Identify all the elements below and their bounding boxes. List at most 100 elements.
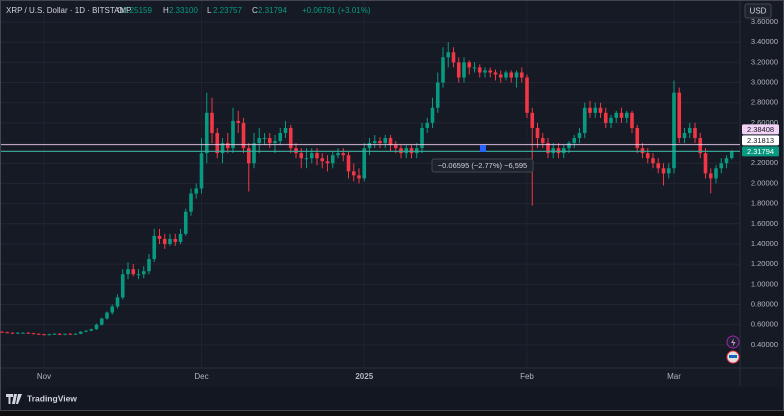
candle-body: [194, 188, 199, 194]
candle-body: [52, 333, 57, 335]
candle-body: [409, 148, 414, 154]
candle-body: [509, 72, 514, 78]
measure-box: [431, 158, 534, 173]
candle-body: [141, 271, 146, 275]
candle-body: [89, 329, 94, 331]
x-tick-label: Mar: [667, 372, 681, 381]
candle-body: [582, 107, 587, 133]
y-tick-label: 3.20000: [751, 57, 778, 66]
flag-stripe: [729, 355, 737, 358]
candle-body: [68, 333, 73, 335]
y-tick-label: 2.60000: [751, 118, 778, 127]
candle-body: [640, 148, 645, 154]
ohlc-value: 2.23757: [213, 6, 242, 15]
candle-body: [514, 72, 519, 78]
candle-body: [220, 143, 225, 154]
candle-body: [246, 148, 251, 164]
candle-body: [110, 306, 115, 313]
y-tick-label: 2.00000: [751, 178, 778, 187]
candle-body: [126, 269, 130, 275]
candle-body: [656, 163, 661, 169]
candle-body: [603, 112, 608, 123]
candle-body: [78, 331, 83, 334]
candle-body: [162, 238, 167, 244]
candle-body: [530, 112, 535, 128]
candle-body: [183, 211, 188, 234]
candle-body: [341, 153, 346, 156]
candle-body: [257, 138, 262, 144]
ohlc-key: H: [163, 6, 169, 15]
brand: TradingView: [27, 393, 77, 403]
candle-body: [472, 67, 477, 69]
y-tick-label: 3.60000: [751, 17, 778, 26]
candle-body: [99, 318, 104, 325]
candle-body: [714, 168, 718, 179]
candle-body: [136, 274, 141, 276]
candle-body: [441, 57, 445, 83]
candle-body: [351, 171, 356, 176]
candle-body: [430, 107, 435, 123]
candle-body: [15, 332, 20, 334]
y-tick-label: 2.80000: [751, 98, 778, 107]
candle-body: [598, 107, 603, 113]
candle-body: [567, 143, 571, 149]
candle-body: [651, 158, 655, 164]
y-tick-label: 3.40000: [751, 37, 778, 46]
candle-body: [262, 138, 267, 140]
candle-body: [661, 168, 666, 174]
candle-body: [325, 161, 330, 164]
candle-body: [362, 148, 367, 179]
candle-body: [561, 148, 566, 154]
candle-body: [456, 62, 461, 78]
candle-body: [672, 92, 676, 169]
candle-body: [357, 175, 361, 179]
candle-body: [215, 132, 220, 154]
y-tick-label: 1.00000: [751, 279, 778, 288]
candle-body: [42, 334, 46, 336]
candle-body: [168, 238, 172, 244]
currency-button[interactable]: [744, 3, 772, 19]
y-tick-label: 1.80000: [751, 199, 778, 208]
candle-body: [519, 72, 524, 78]
candle-body: [304, 158, 309, 160]
candle-body: [698, 138, 703, 154]
candle-body: [5, 332, 10, 334]
candle-body: [94, 324, 99, 330]
candle-body: [719, 163, 724, 169]
candle-body: [278, 132, 283, 142]
candle-body: [483, 70, 487, 73]
price-tag: [742, 135, 779, 146]
ohlc-value: 2.33100: [169, 6, 198, 15]
plot: [0, 42, 734, 336]
candle-body: [619, 112, 624, 118]
ohlc-key: C: [252, 6, 258, 15]
candle-body: [36, 333, 41, 335]
price-tag: [742, 146, 779, 157]
candle-body: [21, 332, 25, 334]
price-tag-label: 2.31813: [747, 136, 774, 145]
candle-body: [388, 138, 393, 146]
candle-body: [309, 153, 314, 159]
ohlc-value: 2.25159: [123, 6, 152, 15]
candle-body: [178, 233, 183, 242]
x-tick-label: Nov: [37, 372, 51, 381]
candle-body: [199, 153, 204, 189]
candle-body: [120, 274, 125, 298]
candle-body: [0, 331, 4, 333]
candle-body: [147, 259, 151, 272]
candle-body: [425, 122, 430, 128]
candle-body: [315, 153, 319, 159]
tv-logo: [6, 394, 22, 404]
candle-body: [47, 334, 52, 336]
candle-body: [546, 143, 550, 154]
candle-body: [540, 138, 545, 144]
candle-body: [693, 127, 697, 139]
candle-body: [105, 312, 109, 319]
candle-body: [614, 112, 619, 118]
candle-body: [252, 143, 256, 164]
x-tick-label: Feb: [520, 372, 534, 381]
candle-body: [210, 112, 214, 133]
